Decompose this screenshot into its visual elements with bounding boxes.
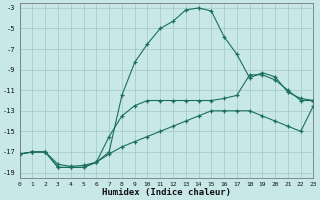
X-axis label: Humidex (Indice chaleur): Humidex (Indice chaleur) [102, 188, 231, 197]
